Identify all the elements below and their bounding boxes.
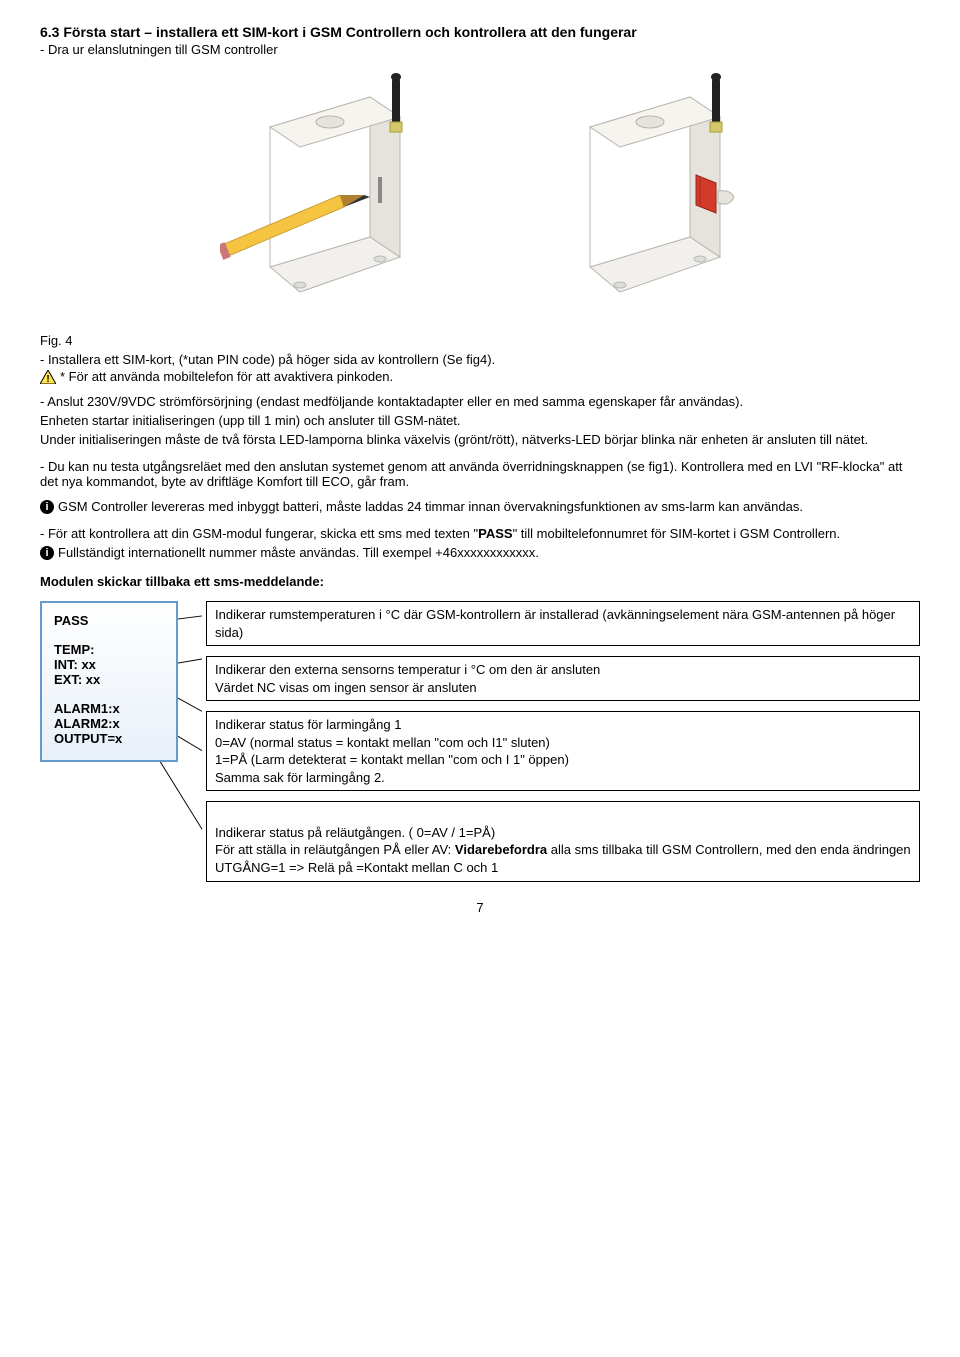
- sms-int: INT: xx: [54, 657, 164, 672]
- indicator-column: Indikerar rumstemperaturen i °C där GSM-…: [206, 601, 920, 882]
- body-p5a: - För att kontrollera att din GSM-modul …: [40, 526, 478, 541]
- indicator-4a: Indikerar status på reläutgången. ( 0=AV…: [215, 825, 495, 858]
- subline: - Dra ur elanslutningen till GSM control…: [40, 42, 920, 57]
- body-p4: - Du kan nu testa utgångsreläet med den …: [40, 459, 920, 489]
- info-text-2: Fullständigt internationellt nummer måst…: [58, 545, 539, 560]
- sms-pass: PASS: [54, 613, 164, 628]
- sms-ext: EXT: xx: [54, 672, 164, 687]
- warning-line: ! * För att använda mobiltelefon för att…: [40, 369, 920, 384]
- pass-bold: PASS: [478, 526, 512, 541]
- body-p5b: " till mobiltelefonnumret för SIM-kortet…: [513, 526, 841, 541]
- indicator-3: Indikerar status för larmingång 1 0=AV (…: [206, 711, 920, 791]
- indicator-1: Indikerar rumstemperaturen i °C där GSM-…: [206, 601, 920, 646]
- section-heading: 6.3 Första start – installera ett SIM-ko…: [40, 24, 920, 40]
- indicator-2: Indikerar den externa sensorns temperatu…: [206, 656, 920, 701]
- info-icon: i: [40, 546, 54, 560]
- warning-text: * För att använda mobiltelefon för att a…: [60, 369, 393, 384]
- sms-alarm2: ALARM2:x: [54, 716, 164, 731]
- info-line-1: i GSM Controller levereras med inbyggt b…: [40, 499, 920, 514]
- figure-row: [40, 67, 920, 327]
- figure-caption: Fig. 4: [40, 333, 920, 348]
- warning-icon: !: [40, 370, 56, 384]
- sms-alarm1: ALARM1:x: [54, 701, 164, 716]
- install-line: - Installera ett SIM-kort, (*utan PIN co…: [40, 352, 920, 367]
- indicator-4-bold: Vidarebefordra: [455, 842, 547, 857]
- sms-temp: TEMP:: [54, 642, 164, 657]
- body-p2: Enheten startar initialiseringen (upp ti…: [40, 413, 920, 428]
- sms-row: PASS TEMP: INT: xx EXT: xx ALARM1:x ALAR…: [40, 601, 920, 882]
- indicator-4: Indikerar status på reläutgången. ( 0=AV…: [206, 801, 920, 881]
- body-p3: Under initialiseringen måste de två förs…: [40, 432, 920, 447]
- response-title: Modulen skickar tillbaka ett sms-meddela…: [40, 574, 920, 589]
- info-line-2: i Fullständigt internationellt nummer må…: [40, 545, 920, 560]
- info-icon: i: [40, 500, 54, 514]
- body-p5: - För att kontrollera att din GSM-modul …: [40, 526, 920, 541]
- svg-text:!: !: [46, 374, 49, 384]
- sms-output: OUTPUT=x: [54, 731, 164, 746]
- sms-box: PASS TEMP: INT: xx EXT: xx ALARM1:x ALAR…: [40, 601, 178, 762]
- page-number: 7: [40, 900, 920, 915]
- device-left: [220, 67, 420, 327]
- info-text-1: GSM Controller levereras med inbyggt bat…: [58, 499, 803, 514]
- body-p1: - Anslut 230V/9VDC strömförsörjning (end…: [40, 394, 920, 409]
- device-right: [540, 67, 740, 327]
